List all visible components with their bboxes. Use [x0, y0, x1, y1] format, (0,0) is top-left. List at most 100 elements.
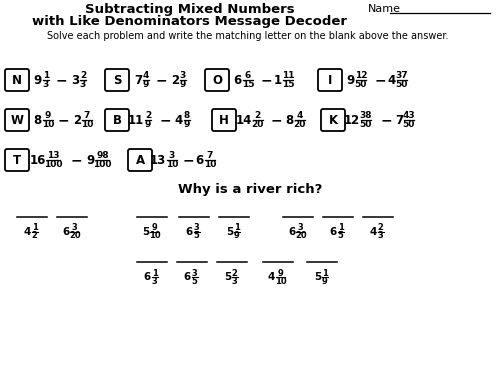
- Text: K: K: [328, 114, 338, 126]
- Text: 50: 50: [396, 80, 408, 89]
- Text: 3: 3: [298, 224, 304, 232]
- Text: 7: 7: [206, 151, 213, 160]
- Text: 100: 100: [44, 160, 63, 169]
- FancyBboxPatch shape: [105, 109, 129, 131]
- Text: 8: 8: [34, 114, 42, 126]
- Text: W: W: [10, 114, 24, 126]
- Text: 7: 7: [395, 114, 403, 126]
- Text: 50: 50: [354, 80, 367, 89]
- FancyBboxPatch shape: [205, 69, 229, 91]
- Text: −: −: [70, 153, 82, 167]
- Text: Solve each problem and write the matching letter on the blank above the answer.: Solve each problem and write the matchin…: [47, 31, 449, 41]
- FancyBboxPatch shape: [318, 69, 342, 91]
- Text: 20: 20: [252, 120, 264, 129]
- Text: 9: 9: [184, 120, 190, 129]
- Text: 9: 9: [322, 276, 328, 285]
- Text: 7: 7: [134, 74, 142, 87]
- Text: 9: 9: [144, 120, 151, 129]
- Text: 3: 3: [152, 276, 158, 285]
- Text: 14: 14: [236, 114, 252, 126]
- Text: 3: 3: [71, 74, 79, 87]
- Text: 12: 12: [344, 114, 360, 126]
- Text: 2: 2: [80, 71, 86, 80]
- Text: 9: 9: [278, 268, 283, 278]
- Text: 12: 12: [354, 71, 367, 80]
- Text: 50: 50: [402, 120, 415, 129]
- Text: 3: 3: [168, 151, 175, 160]
- Text: 3: 3: [232, 276, 237, 285]
- Text: 5: 5: [142, 227, 149, 237]
- Text: 38: 38: [360, 111, 372, 120]
- Text: 5: 5: [314, 272, 321, 282]
- Text: 1: 1: [234, 224, 239, 232]
- Text: Subtracting Mixed Numbers: Subtracting Mixed Numbers: [85, 3, 295, 16]
- Text: H: H: [219, 114, 229, 126]
- FancyBboxPatch shape: [5, 69, 29, 91]
- Text: 50: 50: [360, 120, 372, 129]
- Text: 2: 2: [254, 111, 261, 120]
- Text: 6: 6: [234, 74, 242, 87]
- Text: 6: 6: [244, 71, 251, 80]
- Text: 3: 3: [72, 224, 78, 232]
- Text: −: −: [159, 113, 171, 127]
- Text: 8: 8: [286, 114, 294, 126]
- FancyBboxPatch shape: [5, 149, 29, 171]
- Text: 20: 20: [294, 120, 306, 129]
- Text: 4: 4: [142, 71, 149, 80]
- Text: 6: 6: [186, 227, 193, 237]
- Text: −: −: [55, 73, 67, 87]
- Text: N: N: [12, 74, 22, 87]
- Text: 9: 9: [234, 231, 239, 240]
- Text: 16: 16: [30, 153, 46, 166]
- Text: 6: 6: [144, 272, 151, 282]
- Text: 9: 9: [44, 111, 51, 120]
- Text: T: T: [13, 153, 21, 166]
- Text: 20: 20: [69, 231, 80, 240]
- Text: 20: 20: [295, 231, 306, 240]
- FancyBboxPatch shape: [105, 69, 129, 91]
- Text: 2: 2: [145, 111, 151, 120]
- Text: 9: 9: [87, 153, 95, 166]
- Text: 15: 15: [282, 80, 294, 89]
- Text: 6: 6: [330, 227, 337, 237]
- Text: 10: 10: [204, 160, 216, 169]
- Text: Why is a river rich?: Why is a river rich?: [178, 183, 322, 196]
- Text: 9: 9: [347, 74, 355, 87]
- Text: 9: 9: [152, 224, 158, 232]
- Text: 2: 2: [32, 231, 38, 240]
- Text: A: A: [136, 153, 144, 166]
- Text: 2: 2: [378, 224, 384, 232]
- Text: −: −: [380, 113, 392, 127]
- Text: 4: 4: [24, 227, 31, 237]
- Text: 7: 7: [84, 111, 90, 120]
- Text: 6: 6: [62, 227, 69, 237]
- Text: 11: 11: [128, 114, 144, 126]
- Text: 15: 15: [242, 80, 254, 89]
- Text: 3: 3: [378, 231, 384, 240]
- Text: 1: 1: [43, 71, 49, 80]
- Text: 6: 6: [288, 227, 295, 237]
- Text: 11: 11: [282, 71, 294, 80]
- FancyBboxPatch shape: [5, 109, 29, 131]
- Text: 98: 98: [96, 151, 109, 160]
- Text: 13: 13: [48, 151, 60, 160]
- Text: S: S: [113, 74, 121, 87]
- Text: 9: 9: [34, 74, 42, 87]
- Text: 13: 13: [150, 153, 166, 166]
- Text: I: I: [328, 74, 332, 87]
- Text: 9: 9: [142, 80, 149, 89]
- Text: 10: 10: [149, 231, 160, 240]
- Text: 10: 10: [166, 160, 178, 169]
- FancyBboxPatch shape: [321, 109, 345, 131]
- Text: 5: 5: [224, 272, 231, 282]
- Text: 2: 2: [171, 74, 179, 87]
- Text: 3: 3: [43, 80, 49, 89]
- Text: 10: 10: [80, 120, 93, 129]
- Text: −: −: [260, 73, 272, 87]
- Text: 5: 5: [226, 227, 233, 237]
- Text: 4: 4: [370, 227, 377, 237]
- Text: 1: 1: [338, 224, 344, 232]
- Text: 43: 43: [402, 111, 415, 120]
- Text: 3: 3: [180, 71, 186, 80]
- Text: −: −: [270, 113, 282, 127]
